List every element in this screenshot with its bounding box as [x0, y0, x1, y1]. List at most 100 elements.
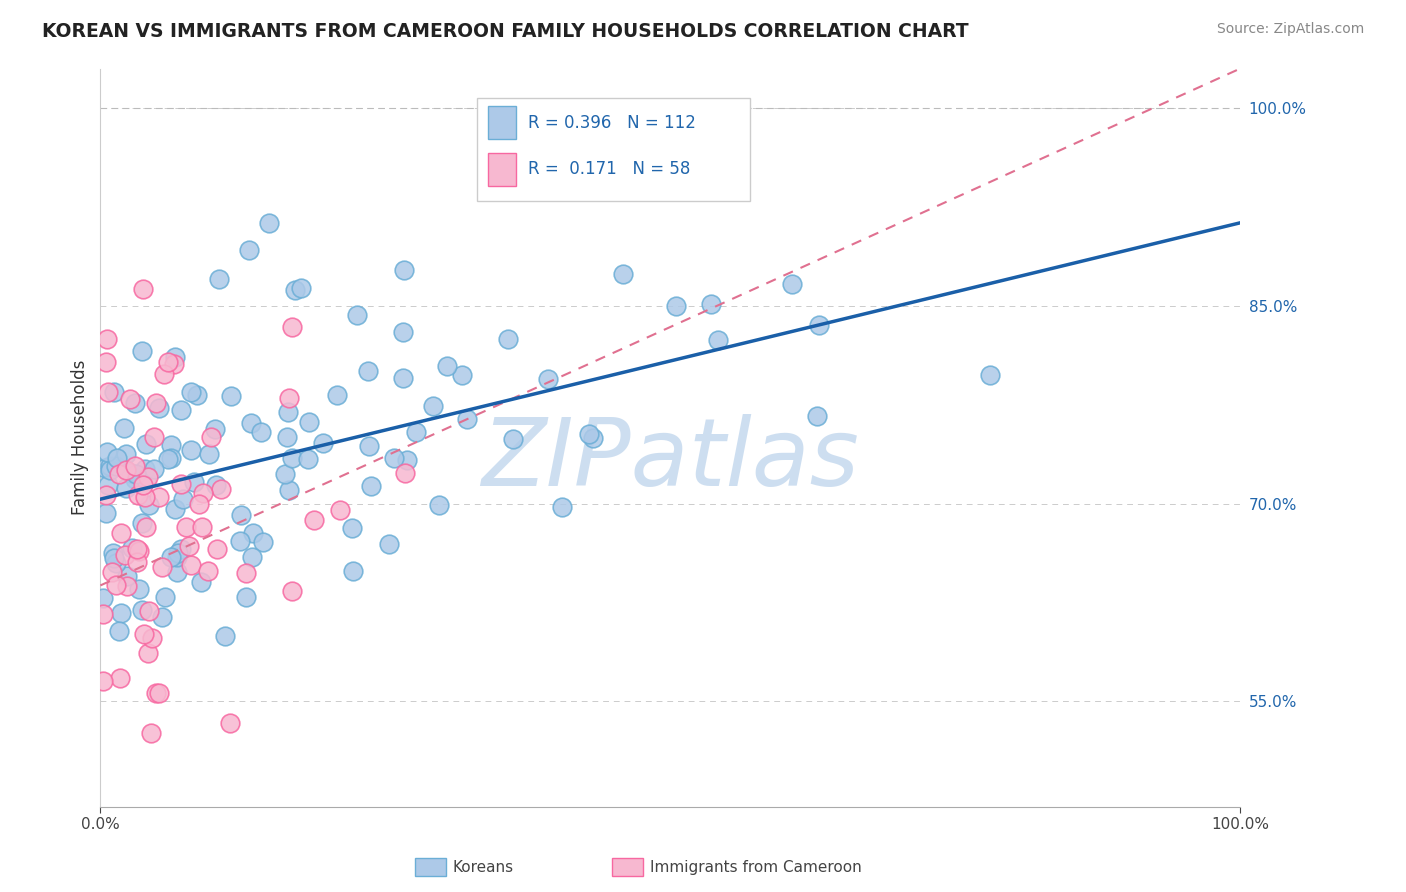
- Point: [219, 715, 242, 730]
- Point: [98, 463, 121, 477]
- Point: [180, 385, 202, 400]
- Point: [115, 568, 138, 582]
- Point: [391, 371, 413, 385]
- Point: [120, 466, 142, 480]
- Point: [128, 582, 150, 596]
- Point: [221, 389, 243, 403]
- Point: [105, 458, 128, 473]
- Point: [148, 490, 170, 504]
- Point: [191, 485, 214, 500]
- Point: [127, 487, 149, 501]
- Point: [159, 550, 181, 565]
- Point: [169, 477, 191, 491]
- Point: [699, 297, 721, 311]
- Point: [105, 556, 128, 570]
- Point: [436, 359, 458, 374]
- Point: [214, 629, 236, 643]
- Point: [808, 318, 831, 332]
- Point: [91, 591, 114, 606]
- Point: [157, 355, 180, 369]
- Point: [180, 443, 202, 458]
- Point: [143, 429, 166, 443]
- Point: [107, 467, 129, 481]
- Point: [166, 565, 188, 579]
- Point: [250, 425, 273, 439]
- Point: [190, 520, 212, 534]
- Point: [180, 558, 202, 572]
- Point: [498, 333, 520, 347]
- Point: [238, 243, 260, 257]
- Point: [148, 686, 170, 700]
- Point: [273, 467, 295, 481]
- Point: [209, 482, 232, 496]
- FancyBboxPatch shape: [488, 106, 516, 139]
- Point: [276, 429, 298, 443]
- Point: [329, 503, 352, 517]
- Point: [174, 520, 197, 534]
- Point: [429, 498, 451, 512]
- Point: [94, 506, 117, 520]
- Point: [134, 462, 156, 476]
- Point: [235, 590, 257, 604]
- Point: [131, 343, 153, 358]
- Point: [395, 453, 418, 467]
- Point: [138, 469, 160, 483]
- FancyBboxPatch shape: [488, 153, 516, 186]
- Point: [114, 548, 136, 562]
- Point: [157, 452, 180, 467]
- Point: [278, 483, 301, 498]
- Point: [96, 332, 118, 346]
- Point: [101, 546, 124, 560]
- Point: [105, 450, 128, 465]
- Point: [277, 404, 299, 418]
- Point: [131, 602, 153, 616]
- Point: [166, 546, 188, 560]
- Point: [278, 391, 301, 405]
- Point: [582, 431, 605, 445]
- Point: [105, 578, 128, 592]
- Point: [297, 451, 319, 466]
- Point: [382, 450, 405, 465]
- Point: [183, 475, 205, 489]
- Point: [138, 498, 160, 512]
- Point: [205, 478, 228, 492]
- Point: [96, 477, 118, 491]
- Point: [357, 364, 380, 378]
- Point: [252, 534, 274, 549]
- Point: [125, 555, 148, 569]
- Point: [155, 590, 177, 604]
- FancyBboxPatch shape: [477, 98, 751, 202]
- Point: [780, 277, 803, 292]
- Point: [551, 500, 574, 515]
- Point: [240, 416, 263, 430]
- Point: [290, 281, 312, 295]
- Point: [110, 606, 132, 620]
- Point: [138, 646, 160, 660]
- Point: [204, 422, 226, 436]
- Point: [280, 320, 302, 334]
- Point: [166, 549, 188, 564]
- Point: [578, 426, 600, 441]
- Point: [93, 461, 115, 475]
- Point: [281, 451, 304, 466]
- Text: Source: ZipAtlas.com: Source: ZipAtlas.com: [1216, 22, 1364, 37]
- Point: [340, 521, 363, 535]
- Point: [172, 492, 194, 507]
- Point: [162, 357, 184, 371]
- Point: [229, 508, 252, 523]
- Text: R = 0.396   N = 112: R = 0.396 N = 112: [527, 114, 696, 132]
- Point: [134, 627, 156, 641]
- Text: R =  0.171   N = 58: R = 0.171 N = 58: [527, 161, 690, 178]
- Point: [806, 409, 828, 424]
- Point: [160, 438, 183, 452]
- Point: [170, 542, 193, 557]
- Point: [170, 403, 193, 417]
- Point: [98, 459, 121, 474]
- Point: [120, 392, 142, 407]
- Point: [297, 415, 319, 429]
- Point: [131, 516, 153, 530]
- Point: [138, 604, 160, 618]
- Point: [139, 726, 162, 740]
- Point: [205, 542, 228, 557]
- Point: [103, 550, 125, 565]
